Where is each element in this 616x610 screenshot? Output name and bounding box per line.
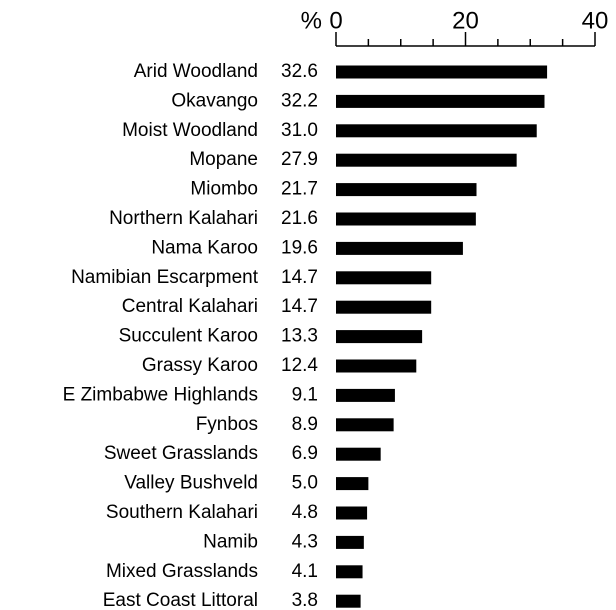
value-label: 9.1 [292, 384, 318, 405]
value-label: 27.9 [281, 149, 318, 170]
bar [336, 241, 463, 255]
category-label: Fynbos [196, 414, 258, 435]
bar [336, 565, 363, 579]
value-label: 3.8 [292, 590, 318, 610]
bar [336, 271, 432, 285]
x-tick-label: 40 [582, 7, 609, 34]
category-label: Okavango [171, 90, 258, 111]
value-label: 5.0 [292, 473, 318, 494]
category-label: E Zimbabwe Highlands [63, 384, 258, 405]
value-label: 4.3 [292, 531, 318, 552]
value-label: 14.7 [281, 267, 318, 288]
bar [336, 183, 477, 197]
bar [336, 359, 417, 373]
category-label: Central Kalahari [122, 296, 258, 317]
category-label: Mopane [189, 149, 258, 170]
category-label: Succulent Karoo [119, 326, 258, 347]
bar [336, 153, 517, 167]
value-label: 32.2 [281, 90, 318, 111]
category-label: Nama Karoo [151, 237, 258, 258]
bar [336, 535, 364, 549]
bar [336, 447, 381, 461]
value-label: 4.1 [292, 561, 318, 582]
bar [336, 124, 537, 138]
value-label: 21.7 [281, 179, 318, 200]
value-label: 12.4 [281, 355, 318, 376]
value-label: 19.6 [281, 237, 318, 258]
x-axis-label: % [301, 7, 322, 34]
bar [336, 477, 369, 491]
bar [336, 330, 423, 344]
value-label: 13.3 [281, 326, 318, 347]
bar [336, 94, 545, 108]
category-label: East Coast Littoral [103, 590, 258, 610]
bar [336, 300, 432, 314]
category-label: Northern Kalahari [109, 208, 258, 229]
value-label: 32.6 [281, 61, 318, 82]
value-label: 14.7 [281, 296, 318, 317]
bar [336, 418, 394, 432]
category-label: Moist Woodland [122, 120, 258, 141]
category-label: Namib [203, 531, 258, 552]
category-label: Southern Kalahari [106, 502, 258, 523]
bar [336, 65, 548, 79]
bar [336, 506, 368, 520]
category-label: Arid Woodland [134, 61, 258, 82]
bar [336, 212, 476, 226]
category-label: Mixed Grasslands [106, 561, 258, 582]
category-label: Sweet Grasslands [104, 443, 258, 464]
value-label: 6.9 [292, 443, 318, 464]
category-label: Grassy Karoo [142, 355, 258, 376]
category-label: Namibian Escarpment [71, 267, 259, 288]
value-label: 8.9 [292, 414, 318, 435]
x-tick-label: 0 [329, 7, 342, 34]
x-tick-label: 20 [452, 7, 479, 34]
value-label: 4.8 [292, 502, 318, 523]
bar [336, 388, 395, 402]
category-label: Miombo [190, 179, 258, 200]
value-label: 21.6 [281, 208, 318, 229]
value-label: 31.0 [281, 120, 318, 141]
category-label: Valley Bushveld [124, 473, 258, 494]
bar [336, 594, 361, 608]
